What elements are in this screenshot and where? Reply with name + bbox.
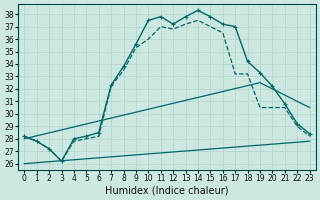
X-axis label: Humidex (Indice chaleur): Humidex (Indice chaleur) [105, 186, 229, 196]
